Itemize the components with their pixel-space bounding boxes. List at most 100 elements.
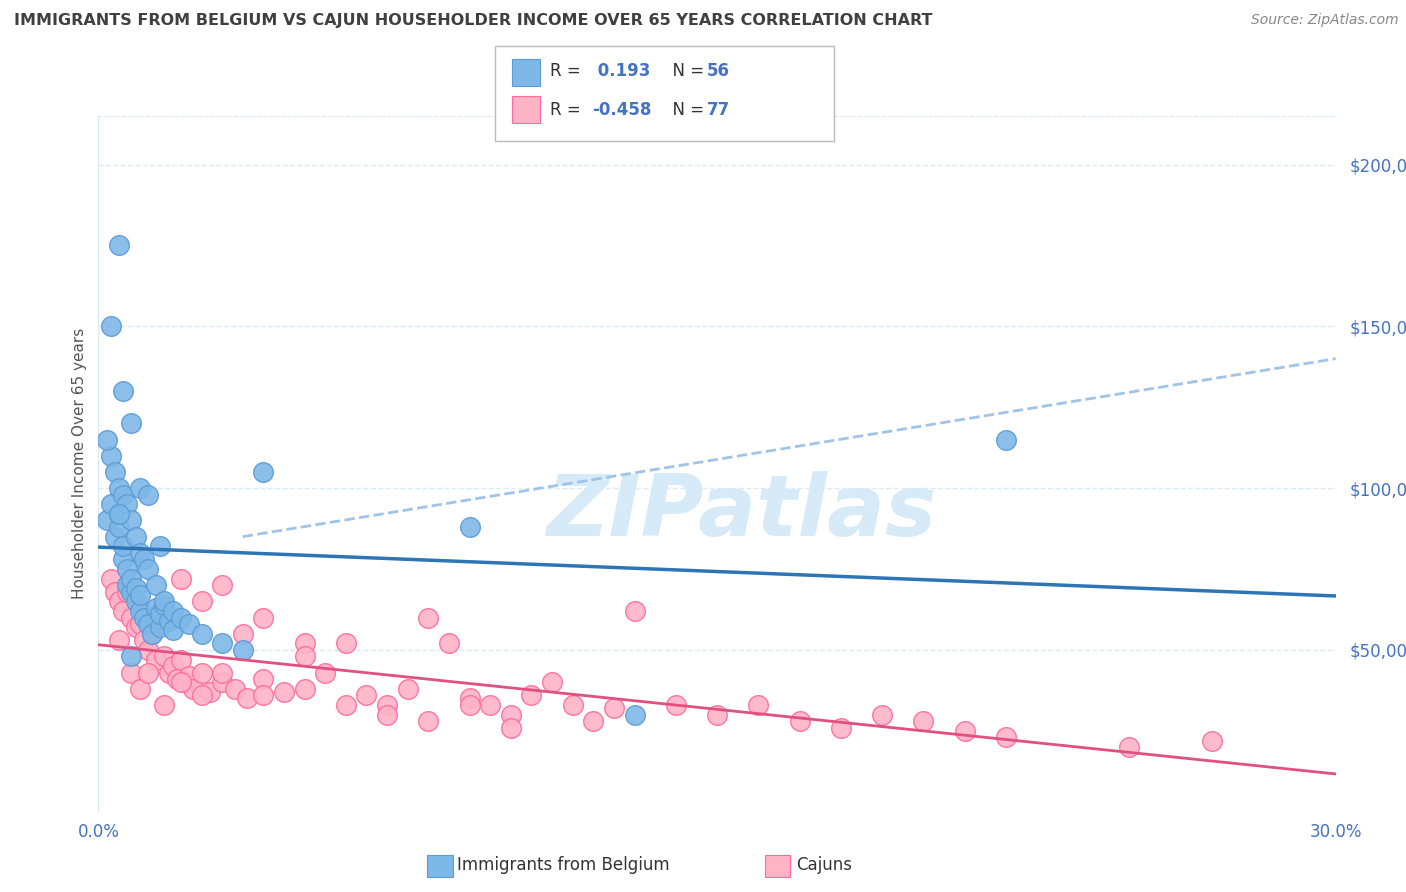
- Point: [128, 617, 150, 632]
- Point: [136, 665, 159, 680]
- Point: [166, 672, 188, 686]
- Point: [396, 681, 419, 696]
- Point: [108, 594, 131, 608]
- Point: [153, 698, 176, 712]
- Text: N =: N =: [662, 62, 710, 80]
- Text: IMMIGRANTS FROM BELGIUM VS CAJUN HOUSEHOLDER INCOME OVER 65 YEARS CORRELATION CH: IMMIGRANTS FROM BELGIUM VS CAJUN HOUSEHO…: [14, 13, 932, 29]
- Point: [108, 507, 131, 521]
- Point: [149, 604, 172, 618]
- Point: [418, 610, 440, 624]
- Point: [870, 707, 893, 722]
- Point: [128, 481, 150, 495]
- Point: [458, 520, 481, 534]
- Point: [190, 594, 212, 608]
- Point: [117, 562, 139, 576]
- Point: [132, 610, 155, 624]
- Text: R =: R =: [550, 101, 586, 119]
- Point: [96, 433, 118, 447]
- Point: [232, 626, 254, 640]
- Point: [112, 487, 135, 501]
- Point: [120, 417, 142, 431]
- Text: -0.458: -0.458: [592, 101, 651, 119]
- Point: [211, 675, 233, 690]
- Point: [162, 659, 184, 673]
- Point: [273, 685, 295, 699]
- Point: [112, 384, 135, 398]
- Point: [294, 636, 316, 650]
- Point: [314, 665, 336, 680]
- Point: [100, 572, 122, 586]
- Point: [335, 636, 357, 650]
- Y-axis label: Householder Income Over 65 years: Householder Income Over 65 years: [72, 328, 87, 599]
- Point: [458, 691, 481, 706]
- Point: [120, 513, 142, 527]
- Point: [1118, 739, 1140, 754]
- Point: [162, 604, 184, 618]
- Point: [1201, 733, 1223, 747]
- Point: [124, 594, 146, 608]
- Text: 56: 56: [707, 62, 730, 80]
- Point: [117, 497, 139, 511]
- Point: [198, 685, 221, 699]
- Point: [232, 643, 254, 657]
- Point: [181, 681, 204, 696]
- Point: [128, 546, 150, 560]
- Point: [236, 691, 259, 706]
- Point: [141, 626, 163, 640]
- Point: [170, 652, 193, 666]
- Point: [120, 665, 142, 680]
- Point: [830, 721, 852, 735]
- Point: [128, 681, 150, 696]
- Point: [294, 681, 316, 696]
- Point: [170, 610, 193, 624]
- Point: [789, 714, 811, 728]
- Point: [108, 633, 131, 648]
- Point: [112, 604, 135, 618]
- Point: [124, 530, 146, 544]
- Point: [375, 707, 398, 722]
- Point: [458, 698, 481, 712]
- Text: 77: 77: [707, 101, 731, 119]
- Point: [104, 465, 127, 479]
- Text: R =: R =: [550, 62, 586, 80]
- Text: Immigrants from Belgium: Immigrants from Belgium: [457, 856, 669, 874]
- Point: [104, 584, 127, 599]
- Point: [112, 552, 135, 566]
- Point: [108, 507, 131, 521]
- Point: [912, 714, 935, 728]
- Point: [120, 649, 142, 664]
- Point: [132, 633, 155, 648]
- Point: [479, 698, 502, 712]
- Point: [375, 698, 398, 712]
- Point: [108, 520, 131, 534]
- Point: [747, 698, 769, 712]
- Point: [100, 497, 122, 511]
- Point: [120, 610, 142, 624]
- Point: [145, 578, 167, 592]
- Point: [623, 604, 645, 618]
- Point: [499, 707, 522, 722]
- Point: [356, 688, 378, 702]
- Point: [153, 598, 176, 612]
- Point: [136, 487, 159, 501]
- Point: [104, 530, 127, 544]
- Point: [179, 617, 201, 632]
- Point: [561, 698, 583, 712]
- Point: [706, 707, 728, 722]
- Point: [136, 562, 159, 576]
- Point: [623, 707, 645, 722]
- Point: [994, 731, 1017, 745]
- Point: [157, 665, 180, 680]
- Point: [145, 652, 167, 666]
- Point: [145, 600, 167, 615]
- Point: [190, 626, 212, 640]
- Point: [128, 588, 150, 602]
- Point: [170, 572, 193, 586]
- Point: [132, 552, 155, 566]
- Text: Cajuns: Cajuns: [796, 856, 852, 874]
- Text: ZIPatlas: ZIPatlas: [547, 471, 936, 554]
- Point: [128, 604, 150, 618]
- Point: [117, 584, 139, 599]
- Point: [252, 465, 274, 479]
- Point: [117, 578, 139, 592]
